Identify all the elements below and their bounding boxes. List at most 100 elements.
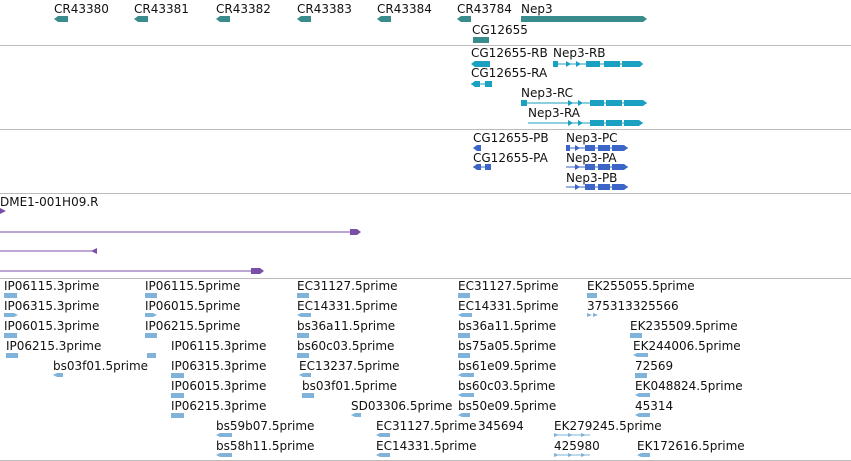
protein-glyph xyxy=(585,184,595,190)
transcript-glyph xyxy=(521,100,527,106)
transcript-glyph xyxy=(606,100,622,106)
feature-label[interactable]: IP06115.3prime xyxy=(4,279,100,293)
protein-glyph xyxy=(585,164,595,170)
est-glyph xyxy=(635,373,647,378)
feature-label[interactable]: EC31127.5prime xyxy=(297,279,398,293)
feature-label[interactable]: bs36a11.5prime xyxy=(297,319,396,333)
est-glyph xyxy=(581,453,586,457)
feature-label[interactable]: IP06115.3prime xyxy=(171,339,267,353)
feature-label[interactable]: CR43380 xyxy=(54,2,109,16)
feature-label[interactable]: CG12655-RA xyxy=(471,66,548,80)
feature-label[interactable]: IP06015.3prime xyxy=(4,319,100,333)
gene-glyph xyxy=(457,16,471,22)
feature-label[interactable]: IP06315.3prime xyxy=(4,299,100,313)
feature-label[interactable]: bs59b07.5prime xyxy=(216,419,315,433)
clone-track: DME1-001H09.R xyxy=(0,194,851,279)
feature-label[interactable]: Nep3-RC xyxy=(521,86,574,100)
feature-label[interactable]: Nep3 xyxy=(521,2,553,16)
feature-label[interactable]: IP06315.3prime xyxy=(171,359,267,373)
feature-label[interactable]: EC14331.5prime xyxy=(458,299,559,313)
protein-glyph xyxy=(575,184,580,190)
feature-label[interactable]: Nep3-RA xyxy=(528,106,581,120)
transcript-glyph xyxy=(606,120,622,126)
feature-label[interactable]: bs75a05.5prime xyxy=(458,339,557,353)
feature-label[interactable]: IP06115.5prime xyxy=(145,279,241,293)
feature-label[interactable]: bs36a11.5prime xyxy=(458,319,557,333)
feature-label[interactable]: bs03f01.5prime xyxy=(302,379,398,393)
est-glyph xyxy=(351,413,361,417)
feature-label[interactable]: bs61e09.5prime xyxy=(458,359,557,373)
protein-glyph xyxy=(612,145,628,151)
feature-label[interactable]: 375313325566 xyxy=(587,299,679,313)
feature-label[interactable]: IP06215.3prime xyxy=(6,339,102,353)
clone-glyph xyxy=(91,248,97,254)
feature-label[interactable]: Nep3-PA xyxy=(566,151,617,165)
est-glyph xyxy=(147,353,156,358)
feature-label[interactable]: IP06015.5prime xyxy=(145,299,241,313)
protein-glyph xyxy=(566,145,570,151)
feature-label[interactable]: EK279245.5prime xyxy=(554,419,662,433)
transcript-glyph xyxy=(568,120,573,126)
feature-label[interactable]: 45314 xyxy=(635,399,674,413)
feature-label[interactable]: EK048824.5prime xyxy=(635,379,743,393)
gene-glyph xyxy=(134,16,148,22)
feature-label[interactable]: 345694 xyxy=(478,419,524,433)
est-glyph xyxy=(53,373,63,377)
feature-label[interactable]: 72569 xyxy=(635,359,674,373)
feature-label[interactable]: bs03f01.5prime xyxy=(53,359,149,373)
protein-glyph xyxy=(485,164,491,170)
feature-label[interactable]: IP06215.5prime xyxy=(145,319,241,333)
feature-label[interactable]: bs60c03.5prime xyxy=(297,339,395,353)
feature-label[interactable]: EK244006.5prime xyxy=(633,339,741,353)
feature-label[interactable]: Nep3-PC xyxy=(566,131,618,145)
transcript-glyph xyxy=(586,61,600,67)
feature-label[interactable]: CR43784 xyxy=(457,2,512,16)
feature-label[interactable]: Nep3-PB xyxy=(566,171,618,185)
track3-glyphs xyxy=(473,145,628,190)
est-glyph xyxy=(216,453,232,457)
est-glyph xyxy=(581,433,586,437)
transcript-glyph xyxy=(624,100,647,106)
feature-label[interactable]: Nep3-RB xyxy=(553,46,606,60)
track2-glyphs xyxy=(471,61,647,126)
protein-glyph xyxy=(473,145,481,151)
feature-label[interactable]: CG12655-PA xyxy=(473,151,548,165)
feature-label[interactable]: EC14331.5prime xyxy=(297,299,398,313)
feature-label[interactable]: DME1-001H09.R xyxy=(0,195,99,209)
feature-label[interactable]: IP06215.3prime xyxy=(171,399,267,413)
gene-glyph xyxy=(216,16,230,22)
feature-label[interactable]: CG12655-PB xyxy=(473,131,549,145)
est-glyph xyxy=(4,313,18,317)
feature-label[interactable]: CR43382 xyxy=(216,2,271,16)
transcript-glyph xyxy=(604,61,620,67)
feature-label[interactable]: EC31127.5prime xyxy=(376,419,477,433)
feature-label[interactable]: CG12655 xyxy=(472,23,528,37)
feature-label[interactable]: CR43383 xyxy=(297,2,352,16)
feature-label[interactable]: EK235509.5prime xyxy=(630,319,738,333)
feature-label[interactable]: 425980 xyxy=(554,439,600,453)
est-glyph xyxy=(637,453,650,457)
feature-label[interactable]: CR43381 xyxy=(134,2,189,16)
feature-label[interactable]: EK172616.5prime xyxy=(637,439,745,453)
transcript-glyph xyxy=(590,120,604,126)
feature-label[interactable]: CR43384 xyxy=(377,2,432,16)
feature-label[interactable]: IP06015.3prime xyxy=(171,379,267,393)
feature-label[interactable]: bs58h11.5prime xyxy=(216,439,315,453)
est-glyph xyxy=(297,313,311,317)
feature-label[interactable]: CG12655-RB xyxy=(471,46,548,60)
est-glyph xyxy=(568,453,573,457)
est-glyph xyxy=(145,313,157,317)
protein-glyph xyxy=(473,164,481,170)
feature-label[interactable]: EC13237.5prime xyxy=(299,359,400,373)
feature-label[interactable]: EC31127.5prime xyxy=(458,279,559,293)
est-glyph xyxy=(216,433,232,437)
feature-label[interactable]: bs50e09.5prime xyxy=(458,399,557,413)
transcript-glyph xyxy=(566,61,571,67)
feature-label[interactable]: SD03306.5prime xyxy=(351,399,453,413)
feature-label[interactable]: bs60c03.5prime xyxy=(458,379,556,393)
protein-glyph xyxy=(585,145,595,151)
feature-label[interactable]: EK255055.5prime xyxy=(587,279,695,293)
est-glyph xyxy=(458,393,474,397)
clone-glyph xyxy=(251,268,264,274)
feature-label[interactable]: EC14331.5prime xyxy=(376,439,477,453)
